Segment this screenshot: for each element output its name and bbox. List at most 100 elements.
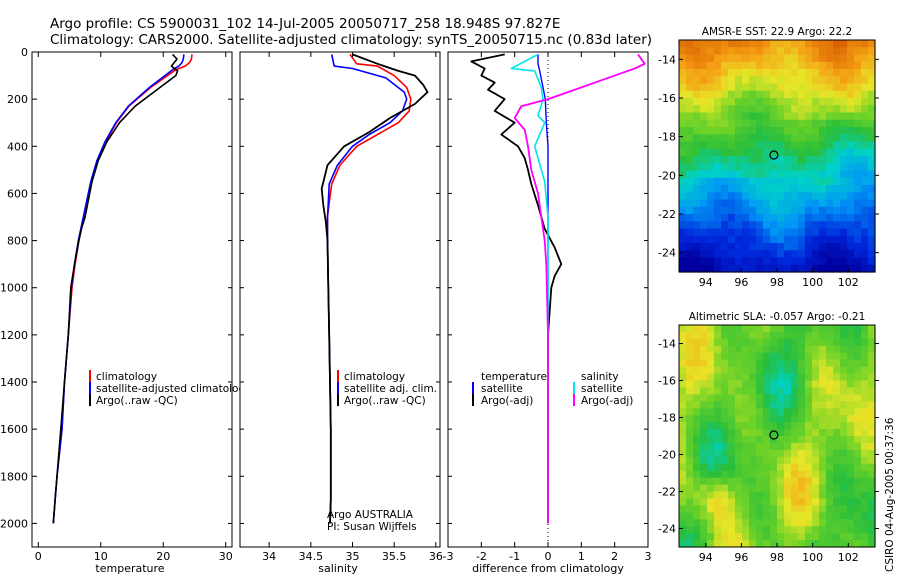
heatmap-cell xyxy=(861,170,869,179)
heatmap-cell xyxy=(805,243,813,251)
heatmap-cell xyxy=(693,90,701,99)
heatmap-cell xyxy=(777,533,785,541)
heatmap-cell xyxy=(833,519,841,527)
heatmap-cell xyxy=(707,156,715,164)
heatmap-cell xyxy=(854,54,862,63)
heatmap-cell xyxy=(868,415,876,423)
heatmap-cell xyxy=(777,373,785,382)
heatmap-cell xyxy=(700,148,708,157)
heatmap-cell xyxy=(840,436,848,444)
heatmap-cell xyxy=(714,112,722,121)
heatmap-cell xyxy=(763,112,771,121)
heatmap-cell xyxy=(847,373,855,382)
y-tick-label: -22 xyxy=(658,486,676,499)
heatmap-cell xyxy=(679,98,687,106)
heatmap-cell xyxy=(812,206,820,215)
heatmap-cell xyxy=(735,463,743,472)
heatmap-cell xyxy=(763,325,771,333)
heatmap-cell xyxy=(749,112,757,121)
heatmap-cell xyxy=(861,199,869,208)
x-tick-label: 0 xyxy=(35,550,42,563)
heatmap-cell xyxy=(728,221,736,230)
heatmap-cell xyxy=(819,40,827,48)
heatmap-cell xyxy=(728,127,736,135)
heatmap-cell xyxy=(868,325,876,333)
heatmap-cell xyxy=(735,422,743,430)
heatmap-cell xyxy=(784,257,792,266)
heatmap-cell xyxy=(742,228,750,237)
heatmap-cell xyxy=(868,498,876,506)
heatmap-cell xyxy=(840,61,848,70)
heatmap-cell xyxy=(854,112,862,121)
heatmap-cell xyxy=(700,366,708,375)
heatmap-cell xyxy=(735,491,743,500)
heatmap-cell xyxy=(826,163,834,172)
heatmap-cell xyxy=(868,505,876,513)
heatmap-cell xyxy=(686,257,694,266)
heatmap-cell xyxy=(770,257,778,266)
heatmap-cell xyxy=(770,408,778,416)
heatmap-cell xyxy=(868,387,876,395)
heatmap-cell xyxy=(721,408,729,416)
heatmap-cell xyxy=(721,373,729,382)
heatmap-cell xyxy=(798,519,806,527)
heatmap-cell xyxy=(728,185,736,193)
heatmap-cell xyxy=(868,221,876,230)
heatmap-cell xyxy=(686,40,694,48)
heatmap-cell xyxy=(679,422,687,430)
heatmap-cell xyxy=(749,127,757,135)
heatmap-cell xyxy=(833,105,841,114)
heatmap-cell xyxy=(805,519,813,527)
heatmap-cell xyxy=(679,105,687,114)
heatmap-cell xyxy=(791,127,799,135)
heatmap-cell xyxy=(686,526,694,534)
heatmap-cell xyxy=(868,206,876,215)
heatmap-cell xyxy=(679,170,687,179)
heatmap-cell xyxy=(805,170,813,179)
heatmap-cell xyxy=(749,436,757,444)
heatmap-cell xyxy=(819,214,827,222)
heatmap-cell xyxy=(693,98,701,106)
heatmap-cell xyxy=(763,408,771,416)
heatmap-cell xyxy=(749,214,757,222)
heatmap-cell xyxy=(791,214,799,222)
heatmap-cell xyxy=(854,177,862,186)
heatmap-cell xyxy=(840,401,848,409)
heatmap-cell xyxy=(840,134,848,143)
heatmap-cell xyxy=(819,505,827,513)
heatmap-cell xyxy=(693,141,701,150)
heatmap-cell xyxy=(707,221,715,230)
heatmap-cell xyxy=(791,331,799,340)
temperature-plot-frame xyxy=(31,51,233,548)
heatmap-cell xyxy=(868,463,876,472)
heatmap-cell xyxy=(756,163,764,172)
heatmap-cell xyxy=(686,90,694,99)
heatmap-cell xyxy=(714,105,722,114)
heatmap-cell xyxy=(833,401,841,409)
heatmap-cell xyxy=(798,243,806,251)
heatmap-cell xyxy=(763,338,771,347)
heatmap-cell xyxy=(728,235,736,244)
heatmap-cell xyxy=(812,436,820,444)
salinity-traces xyxy=(320,53,429,524)
heatmap-cell xyxy=(693,192,701,201)
heatmap-cell xyxy=(798,141,806,150)
heatmap-cell xyxy=(791,415,799,423)
heatmap-cell xyxy=(721,380,729,389)
heatmap-cell xyxy=(826,352,834,361)
heatmap-cell xyxy=(742,47,750,56)
heatmap-cell xyxy=(756,134,764,143)
heatmap-cell xyxy=(861,366,869,375)
heatmap-cell xyxy=(763,76,771,85)
heatmap-cell xyxy=(840,206,848,215)
heatmap-cell xyxy=(707,436,715,444)
heatmap-cell xyxy=(861,387,869,395)
heatmap-cell xyxy=(812,47,820,56)
heatmap-cell xyxy=(784,119,792,128)
heatmap-cell xyxy=(714,156,722,164)
heatmap-cell xyxy=(686,533,694,541)
heatmap-cell xyxy=(700,408,708,416)
heatmap-cell xyxy=(784,264,792,273)
heatmap-cell xyxy=(742,127,750,135)
